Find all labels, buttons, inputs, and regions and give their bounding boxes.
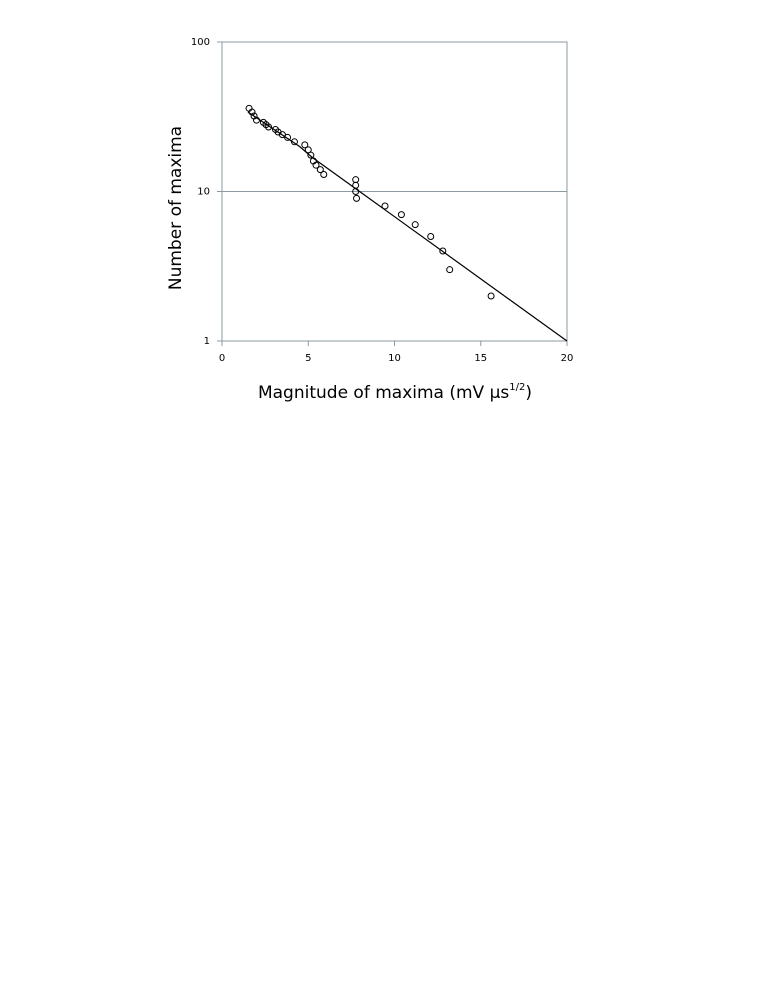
- x-tick-label: 0: [219, 353, 225, 364]
- data-point: [316, 166, 324, 174]
- data-point: [284, 133, 292, 141]
- y-tick-label: 1: [204, 336, 210, 347]
- data-point: [301, 141, 309, 149]
- y-tick-label: 10: [197, 187, 210, 198]
- data-point: [352, 176, 360, 184]
- data-point: [411, 221, 419, 229]
- x-axis-label: Magnitude of maxima (mV μs1/2): [258, 382, 532, 403]
- y-tick-label: 100: [191, 37, 210, 48]
- data-point: [278, 131, 286, 139]
- data-point: [312, 161, 320, 169]
- x-tick-label: 10: [388, 353, 401, 364]
- x-axis-label-superscript: 1/2: [509, 382, 525, 393]
- data-point: [290, 138, 298, 146]
- x-axis-label-text: Magnitude of maxima (mV μs: [258, 383, 509, 403]
- data-point: [265, 123, 273, 131]
- x-axis-label-end: ): [525, 383, 532, 403]
- data-point: [307, 151, 315, 159]
- y-axis-label: Number of maxima: [166, 126, 186, 290]
- data-point: [381, 202, 389, 210]
- x-tick-label: 15: [474, 353, 487, 364]
- data-point: [397, 211, 405, 219]
- data-point: [446, 266, 454, 274]
- x-tick-label: 20: [561, 353, 574, 364]
- data-point: [320, 170, 328, 178]
- x-tick-label: 5: [305, 353, 311, 364]
- fit-line: [247, 111, 568, 342]
- data-point: [487, 292, 495, 300]
- data-point: [439, 247, 447, 255]
- data-point: [427, 233, 435, 241]
- data-point: [353, 194, 361, 202]
